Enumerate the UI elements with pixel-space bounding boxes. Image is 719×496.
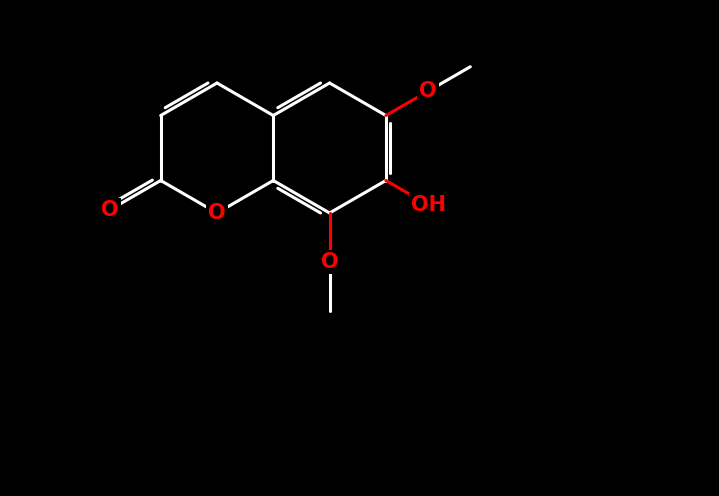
Text: O: O <box>419 81 437 101</box>
Text: O: O <box>209 203 226 223</box>
Text: O: O <box>101 200 119 220</box>
Text: OH: OH <box>411 195 446 215</box>
Text: O: O <box>321 252 339 272</box>
